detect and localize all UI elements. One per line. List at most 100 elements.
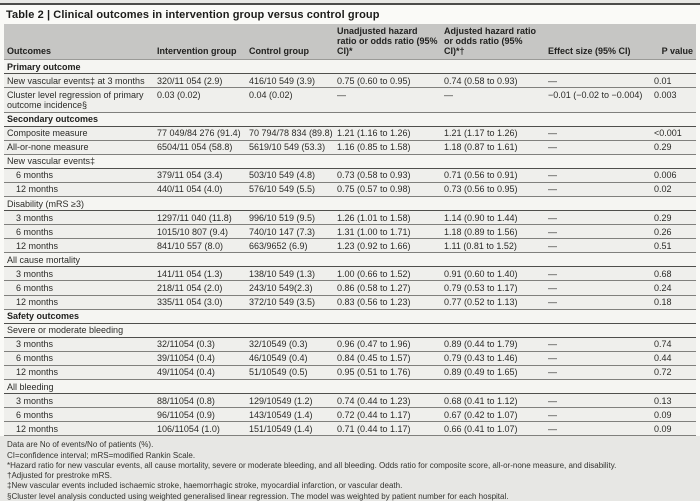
cell-value: 0.68 [651,266,696,282]
table-row: New vascular events‡ at 3 months 320/11 0… [4,73,696,89]
cell-value: 243/10 549(2.3) [246,280,334,296]
table-row: 12 months 335/11 054 (3.0) 372/10 549 (3.5… [4,294,696,310]
cell-value: 0.29 [651,139,696,155]
row-label: 6 months [4,350,154,366]
row-label: 12 months [4,238,154,254]
table-row: 6 months 1015/10 807 (9.4) 740/10 147 (7.3… [4,224,696,240]
cell-value: 1.18 (0.87 to 1.61) [441,139,545,155]
cell-value: 1.31 (1.00 to 1.71) [334,224,441,240]
cell-value: 740/10 147 (7.3) [246,224,334,240]
table-row: 12 months 440/11 054 (4.0) 576/10 549 (5.5… [4,181,696,198]
row-label: 12 months [4,364,154,381]
cell-value: 372/10 549 (3.5) [246,294,334,310]
subsection-header-row: New vascular events‡ [4,153,696,169]
table-row: 3 months 141/11 054 (1.3) 138/10 549 (1.3)… [4,266,696,282]
cell-value: 32/11054 (0.3) [154,336,246,352]
cell-value: — [545,350,651,366]
cell-value: 0.71 (0.44 to 1.17) [334,421,441,437]
table-row: 12 months 106/11054 (1.0) 151/10549 (1.4) 0… [4,421,696,437]
cell-value: — [545,181,651,198]
cell-value: 1.16 (0.85 to 1.58) [334,139,441,155]
subsection-label: All bleeding [4,379,696,395]
table-row: 3 months 32/11054 (0.3) 32/10549 (0.3) 0.96… [4,336,696,352]
cell-value: 0.96 (0.47 to 1.96) [334,336,441,352]
subsection-header-row: Severe or moderate bleeding [4,322,696,338]
subsection-label: Disability (mRS ≥3) [4,196,696,212]
cell-value: — [545,294,651,310]
cell-value: — [545,280,651,296]
cell-value: 0.003 [651,87,696,113]
subsection-header-row: All cause mortality [4,252,696,268]
cell-value: 0.006 [651,167,696,183]
row-label: All-or-none measure [4,139,154,155]
col-header-adjusted-ratio: Adjusted hazard ratio or odds ratio (95%… [441,24,545,60]
cell-value: 77 049/84 276 (91.4) [154,125,246,141]
section-header-row: Secondary outcomes [4,111,696,127]
cell-value: 96/11054 (0.9) [154,407,246,423]
col-header-outcomes: Outcomes [4,24,154,60]
footnote: *Hazard ratio for new vascular events, a… [7,460,617,470]
cell-value: — [334,87,441,113]
cell-value: 106/11054 (1.0) [154,421,246,437]
footnote: Data are No of events/No of patients (%)… [7,440,154,450]
clinical-outcomes-table: Table 2 | Clinical outcomes in intervent… [0,3,700,437]
table-title: Table 2 | Clinical outcomes in intervent… [6,9,380,21]
table-row: Composite measure 77 049/84 276 (91.4) 70 … [4,125,696,141]
cell-value: — [545,336,651,352]
cell-value: 0.74 [651,336,696,352]
cell-value: 1.21 (1.17 to 1.26) [441,125,545,141]
cell-value: 5619/10 549 (53.3) [246,139,334,155]
cell-value: 49/11054 (0.4) [154,364,246,381]
cell-value: 0.74 (0.44 to 1.23) [334,393,441,409]
cell-value: 32/10549 (0.3) [246,336,334,352]
cell-value: 379/11 054 (3.4) [154,167,246,183]
cell-value: 151/10549 (1.4) [246,421,334,437]
cell-value: 0.44 [651,350,696,366]
subsection-label: New vascular events‡ [4,153,696,169]
cell-value: 1.11 (0.81 to 1.52) [441,238,545,254]
cell-value: 0.72 (0.44 to 1.17) [334,407,441,423]
section-label: Secondary outcomes [4,111,696,127]
footnote: §Cluster level analysis conducted using … [7,491,509,501]
cell-value: — [441,87,545,113]
cell-value: 143/10549 (1.4) [246,407,334,423]
section-header-row: Safety outcomes [4,308,696,324]
cell-value: 841/10 557 (8.0) [154,238,246,254]
row-label: 3 months [4,336,154,352]
cell-value: — [545,139,651,155]
table-row: 12 months 841/10 557 (8.0) 663/9652 (6.9) 1… [4,238,696,254]
footnote: †Adjusted for prestroke mRS. [7,471,112,481]
cell-value: 0.95 (0.51 to 1.76) [334,364,441,381]
col-header-control-group: Control group [246,24,334,60]
cell-value: 320/11 054 (2.9) [154,73,246,89]
header-row: Outcomes Intervention group Control grou… [4,24,696,60]
row-label: 12 months [4,421,154,437]
cell-value: 0.84 (0.45 to 1.57) [334,350,441,366]
cell-value: 39/11054 (0.4) [154,350,246,366]
cell-value: 88/11054 (0.8) [154,393,246,409]
cell-value: 1.00 (0.66 to 1.52) [334,266,441,282]
cell-value: 663/9652 (6.9) [246,238,334,254]
cell-value: — [545,167,651,183]
row-label: Cluster level regression of primary outc… [4,87,154,113]
footnote: CI=confidence interval; mRS=modified Ran… [7,450,196,460]
row-label: 3 months [4,393,154,409]
cell-value: 0.66 (0.41 to 1.07) [441,421,545,437]
cell-value: 0.13 [651,393,696,409]
subsection-label: Severe or moderate bleeding [4,322,696,338]
cell-value: — [545,421,651,437]
row-label: 6 months [4,224,154,240]
cell-value: 0.51 [651,238,696,254]
row-label: 6 months [4,407,154,423]
cell-value: 335/11 054 (3.0) [154,294,246,310]
cell-value: <0.001 [651,125,696,141]
cell-value: 0.26 [651,224,696,240]
cell-value: 6504/11 054 (58.8) [154,139,246,155]
cell-value: 0.18 [651,294,696,310]
cell-value: 70 794/78 834 (89.8) [246,125,334,141]
section-header-row: Primary outcome [4,59,696,75]
cell-value: 0.83 (0.56 to 1.23) [334,294,441,310]
cell-value: 0.75 (0.60 to 0.95) [334,73,441,89]
cell-value: 0.77 (0.52 to 1.13) [441,294,545,310]
cell-value: — [545,266,651,282]
